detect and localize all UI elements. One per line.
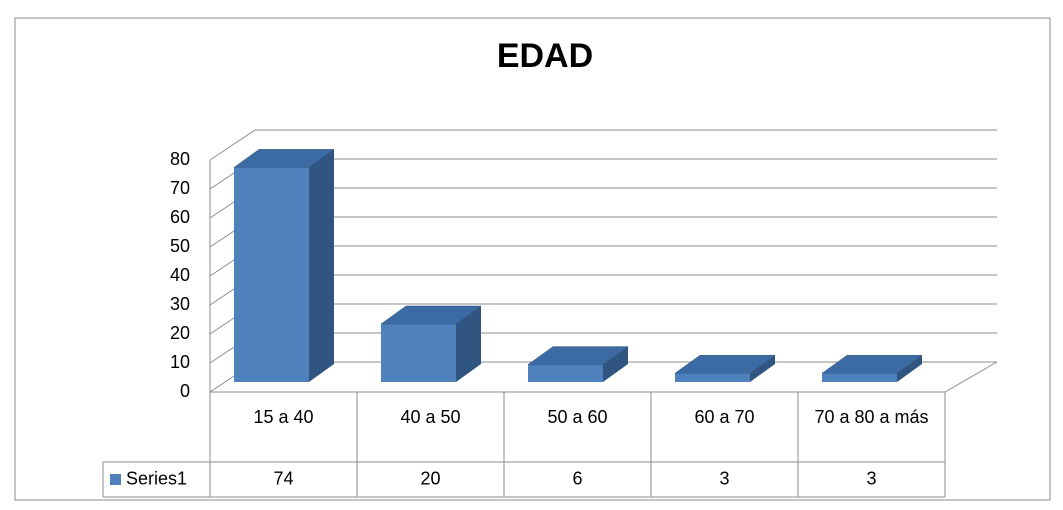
y-tick-label: 30 bbox=[170, 294, 190, 314]
bar bbox=[234, 167, 309, 382]
x-tick-label: 70 a 80 a más bbox=[814, 407, 928, 427]
floor bbox=[944, 361, 998, 393]
bar bbox=[381, 324, 456, 382]
y-tick-label: 40 bbox=[170, 265, 190, 285]
x-tick-label: 60 a 70 bbox=[694, 407, 754, 427]
x-tick-label: 50 a 60 bbox=[547, 407, 607, 427]
y-tick-label: 50 bbox=[170, 236, 190, 256]
bar bbox=[675, 373, 750, 382]
y-tick-label: 20 bbox=[170, 323, 190, 343]
y-tick-label: 80 bbox=[170, 149, 190, 169]
data-label: 20 bbox=[420, 468, 440, 488]
y-tick-label: 60 bbox=[170, 207, 190, 227]
chart-border bbox=[14, 17, 1051, 501]
data-label: 3 bbox=[866, 468, 876, 488]
x-tick-label: 40 a 50 bbox=[400, 407, 460, 427]
bar bbox=[528, 364, 603, 382]
data-label: 3 bbox=[719, 468, 729, 488]
bar-side bbox=[603, 346, 628, 382]
bar-side bbox=[309, 149, 334, 382]
data-label: 74 bbox=[273, 468, 293, 488]
bar-side bbox=[897, 355, 922, 382]
y-tick-label: 0 bbox=[180, 381, 190, 401]
grid-line bbox=[209, 129, 256, 161]
chart-title: EDAD bbox=[497, 37, 593, 75]
bar-side bbox=[456, 306, 481, 382]
legend-swatch bbox=[110, 474, 121, 485]
x-tick-label: 15 a 40 bbox=[253, 407, 313, 427]
legend-label: Series1 bbox=[126, 468, 187, 488]
y-tick-label: 10 bbox=[170, 352, 190, 372]
bar-side bbox=[750, 355, 775, 382]
y-tick-label: 70 bbox=[170, 178, 190, 198]
bar bbox=[822, 373, 897, 382]
data-label: 6 bbox=[572, 468, 582, 488]
